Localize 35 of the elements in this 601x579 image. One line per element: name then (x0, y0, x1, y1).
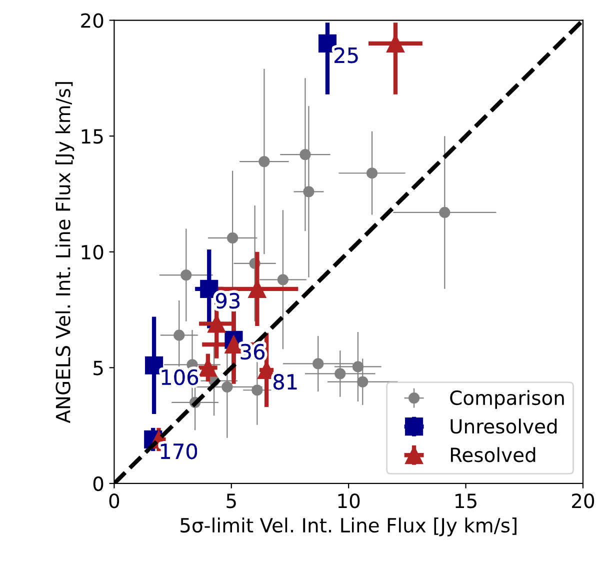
point (227, 232, 238, 244)
y-tick-label: 15 (82, 129, 103, 144)
point (180, 269, 192, 281)
point (252, 384, 263, 396)
annotation: 106 (162, 369, 198, 386)
point (145, 356, 164, 374)
point (357, 376, 368, 388)
point (352, 361, 364, 372)
point (258, 156, 270, 168)
annotation: 170 (160, 443, 198, 460)
point (439, 206, 450, 218)
y-tick-label: 20 (81, 13, 104, 28)
x-axis-title: 5σ-limit Vel. Int. Line Flux [Jy km/s] (180, 518, 516, 536)
legend-label: Resolved (450, 447, 536, 462)
point (174, 330, 185, 341)
point (303, 186, 314, 198)
point (334, 368, 346, 380)
x-tick-label: 10 (338, 494, 360, 508)
x-tick-label: 5 (226, 494, 236, 508)
annotation: 81 (274, 374, 297, 390)
x-tick-label: 0 (109, 494, 120, 508)
legend-label: Comparison (450, 390, 564, 409)
point (222, 381, 233, 392)
point (300, 149, 311, 160)
point (366, 168, 378, 179)
x-tick-label: 15 (456, 494, 476, 508)
annotation: 25 (334, 47, 358, 64)
point (312, 358, 324, 370)
y-axis-title: ANGELS Vel. Int. Line Flux [Jy km/s] (55, 82, 74, 424)
y-tick-label: 5 (94, 360, 103, 376)
legend-label: Unresolved (450, 418, 557, 434)
point (277, 274, 289, 286)
x-tick-label: 20 (572, 494, 594, 508)
y-tick-label: 0 (93, 476, 104, 492)
y-tick-label: 10 (82, 244, 104, 260)
